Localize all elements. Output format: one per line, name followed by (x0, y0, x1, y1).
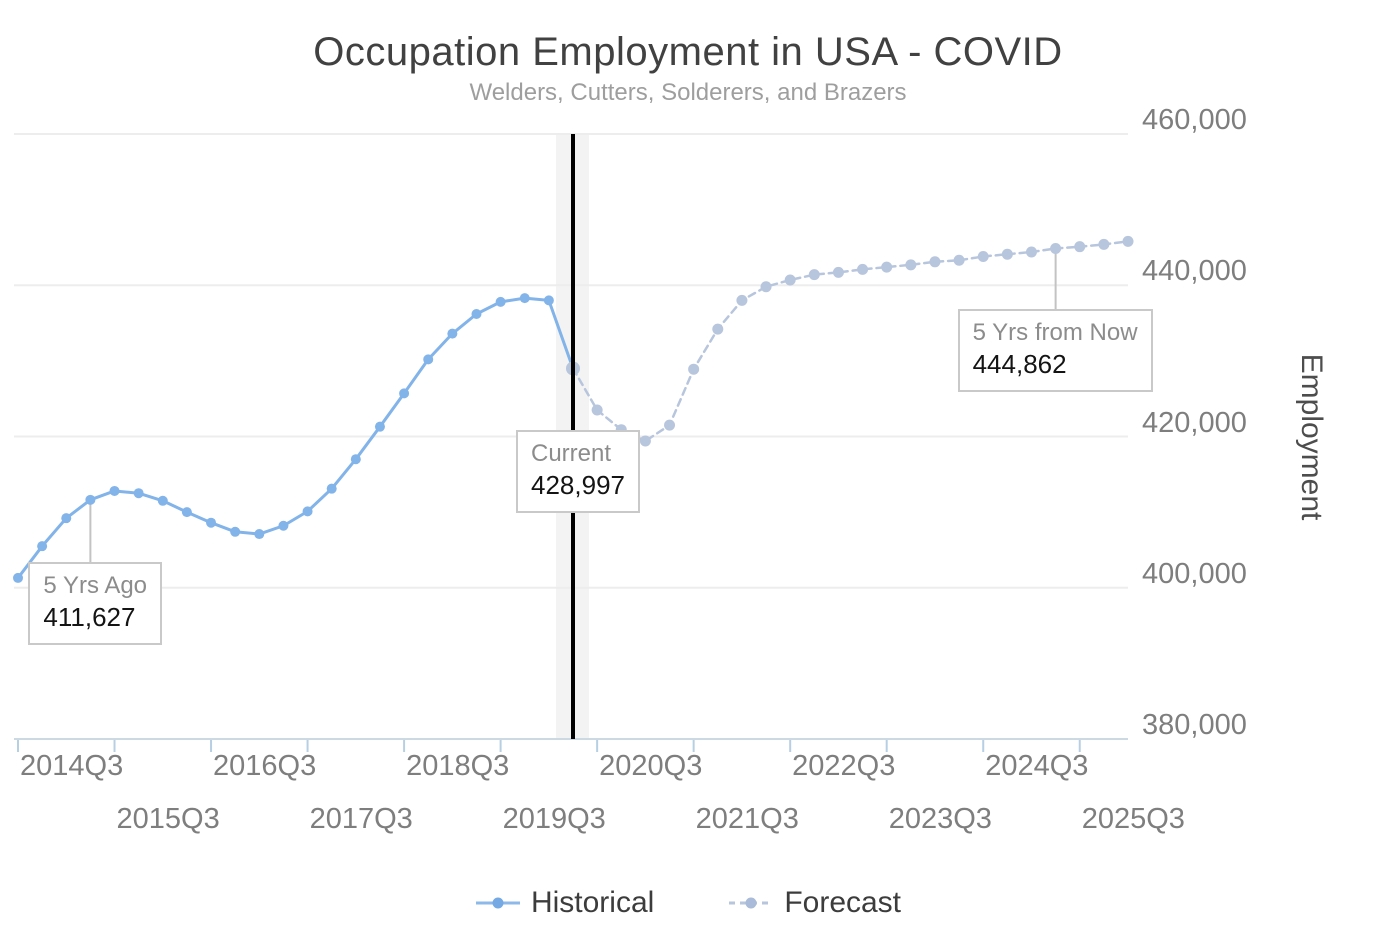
forecast-point (905, 259, 917, 271)
annotation-label: 5 Yrs from Now (972, 319, 1138, 346)
forecast-point (857, 263, 869, 275)
forecast-point (1001, 248, 1013, 260)
historical-point (61, 513, 72, 524)
forecast-point (688, 363, 700, 375)
historical-line (16, 296, 575, 580)
y-tick-label: 400,000 (1142, 557, 1247, 590)
historical-point (206, 517, 217, 528)
y-tick-label: 440,000 (1142, 255, 1247, 288)
historical-legend-marker-icon (475, 897, 520, 909)
historical-point (399, 388, 410, 399)
historical-point (374, 421, 385, 432)
historical-point (350, 454, 361, 465)
x-tick-label: 2016Q3 (213, 750, 317, 782)
x-tick-label: 2023Q3 (888, 803, 992, 835)
x-tick-label: 2017Q3 (309, 803, 413, 835)
historical-point (447, 328, 458, 339)
historical-point (254, 529, 265, 540)
forecast-legend-marker-icon (729, 897, 774, 909)
x-tick-label: 2018Q3 (406, 750, 510, 782)
forecast-point (1050, 242, 1062, 254)
historical-point (230, 526, 241, 537)
legend-item-forecast[interactable]: Forecast (728, 886, 901, 920)
historical-point (495, 296, 506, 307)
historical-point (37, 541, 48, 552)
x-tick-label: 2015Q3 (116, 803, 220, 835)
y-tick-label: 460,000 (1142, 104, 1247, 136)
x-tick-label: 2021Q3 (695, 803, 799, 835)
x-tick-label: 2014Q3 (20, 750, 124, 782)
historical-point (326, 483, 337, 494)
historical-point (278, 520, 289, 531)
x-tick-label: 2019Q3 (502, 803, 606, 835)
forecast-point (808, 269, 820, 281)
forecast-point (664, 419, 676, 431)
x-tick-label: 2022Q3 (792, 750, 896, 782)
historical-point (109, 485, 120, 496)
page-subtitle: Welders, Cutters, Solderers, and Brazers (469, 79, 907, 106)
forecast-point (929, 256, 941, 268)
forecast-point (953, 254, 965, 266)
forecast-point (639, 435, 651, 447)
annotation-label: 5 Yrs Ago (43, 572, 148, 599)
annotation-five-yrs-from-now: 5 Yrs from Now 444,862 (957, 309, 1153, 392)
forecast-point (736, 294, 748, 306)
y-axis-title: Employment (1295, 353, 1328, 521)
historical-point (423, 354, 434, 365)
y-tick-label: 380,000 (1142, 709, 1247, 741)
x-tick-label: 2025Q3 (1081, 803, 1185, 835)
annotation-value: 411,627 (43, 602, 136, 633)
annotation-value: 444,862 (972, 349, 1067, 380)
historical-point (85, 494, 96, 505)
forecast-point (712, 323, 724, 335)
forecast-point (591, 404, 603, 416)
annotation-five-yrs-ago: 5 Yrs Ago 411,627 (28, 562, 163, 645)
forecast-point (1025, 246, 1037, 258)
forecast-point (784, 274, 796, 286)
forecast-point (760, 281, 772, 293)
x-tick-label: 2020Q3 (599, 750, 703, 782)
annotation-value: 428,997 (531, 470, 625, 501)
legend-item-historical[interactable]: Historical (475, 886, 654, 920)
historical-point (181, 507, 192, 518)
historical-point (543, 295, 554, 306)
page-title: Occupation Employment in USA - COVID (313, 30, 1063, 74)
annotation-current: Current 428,997 (516, 430, 640, 513)
historical-point (302, 506, 313, 517)
forecast-point (977, 251, 989, 263)
x-tick-label: 2024Q3 (985, 750, 1089, 782)
annotation-label: Current (531, 440, 612, 467)
historical-point (157, 495, 168, 506)
forecast-point (1074, 241, 1086, 253)
legend-label: Historical (530, 886, 655, 919)
historical-point (133, 488, 144, 499)
historical-point (13, 572, 23, 583)
historical-point (519, 293, 530, 304)
y-tick-label: 420,000 (1142, 406, 1247, 439)
legend: Historical Forecast (0, 886, 1376, 920)
legend-label: Forecast (784, 886, 902, 919)
forecast-point (1098, 238, 1110, 250)
forecast-point (881, 261, 893, 273)
forecast-point (832, 266, 844, 278)
historical-point (471, 308, 482, 319)
forecast-point (1122, 235, 1134, 247)
